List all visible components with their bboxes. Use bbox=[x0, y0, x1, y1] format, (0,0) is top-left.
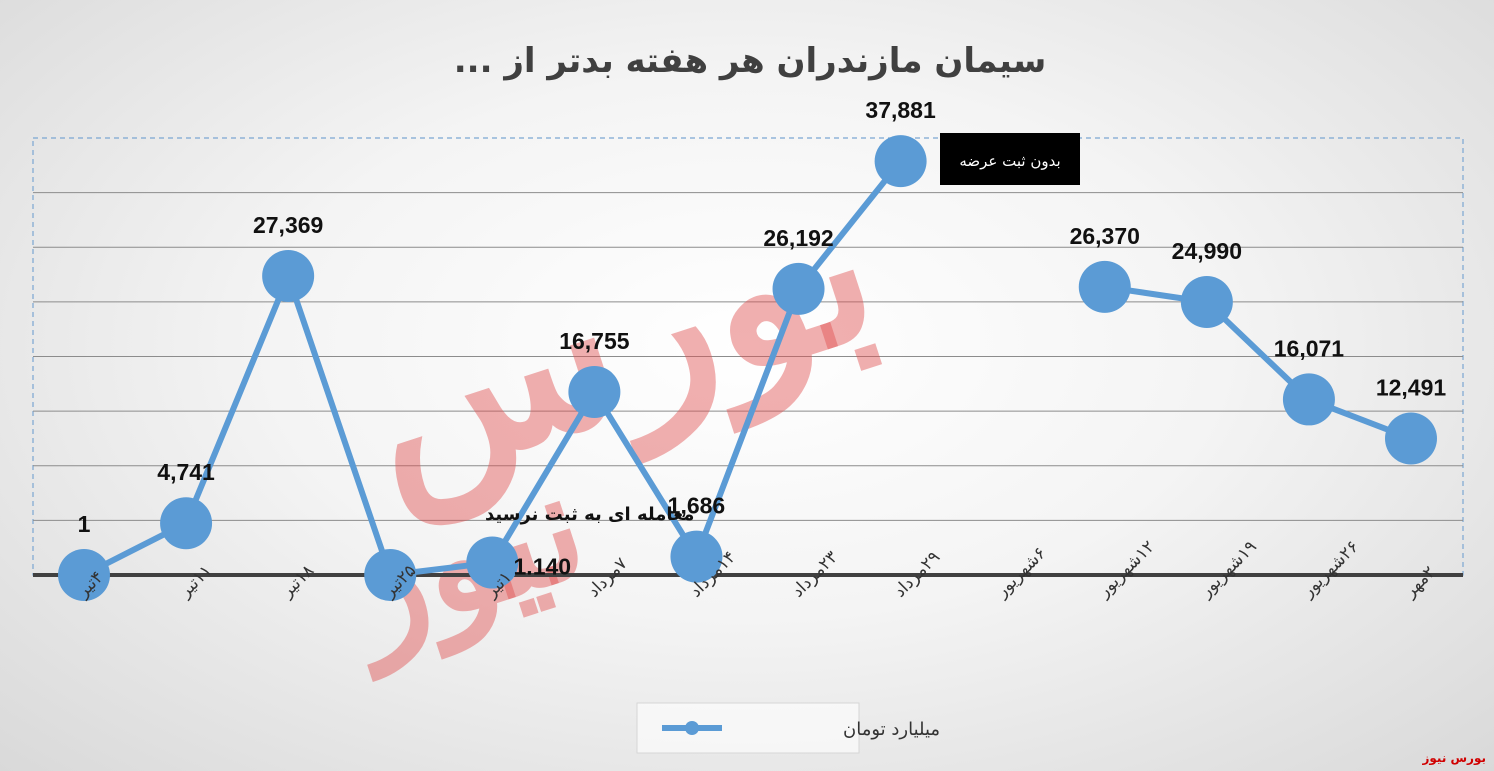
x-tick-label: ۲مهر bbox=[1400, 562, 1440, 602]
data-label: 27,369 bbox=[253, 212, 323, 238]
data-label: 16,755 bbox=[559, 328, 630, 354]
data-label: 16,071 bbox=[1274, 335, 1345, 361]
data-point bbox=[568, 365, 621, 418]
source-credit: بورس نیوز bbox=[1422, 751, 1486, 765]
chart-title: سیمان مازندران هر هفته بدتر از ... bbox=[454, 41, 1047, 81]
x-tick-label: ۱۸تیر bbox=[277, 561, 318, 602]
data-point bbox=[1385, 412, 1437, 465]
data-point bbox=[1180, 275, 1233, 328]
data-label: 37,881 bbox=[865, 97, 936, 123]
data-point bbox=[874, 135, 927, 188]
legend-marker-swatch bbox=[685, 721, 699, 735]
x-tick-label: ۲۶شهریور bbox=[1298, 537, 1363, 602]
annotation-box-text: بدون ثبت عرضه bbox=[959, 152, 1060, 170]
data-point bbox=[160, 497, 213, 550]
legend-label: میلیارد تومان bbox=[843, 719, 940, 740]
data-label: 1,686 bbox=[668, 493, 726, 519]
data-label: 26,370 bbox=[1070, 223, 1140, 249]
data-point bbox=[364, 549, 417, 601]
no-trade-annotation: معامله ای به ثبت نرسید bbox=[485, 504, 694, 525]
data-label: 26,192 bbox=[763, 225, 833, 251]
x-tick-labels: ۴تیر ۱۱تیر ۱۸تیر ۲۵تیر ۱تیر ۷مرداد ۱۴مرداد ۲۳مر… bbox=[73, 537, 1440, 602]
data-label: 1 bbox=[78, 511, 91, 537]
x-tick-label: ۶شهریور bbox=[991, 543, 1050, 602]
series-line bbox=[58, 135, 1437, 601]
data-point bbox=[58, 548, 110, 601]
data-point bbox=[1078, 260, 1131, 313]
data-label: 24,990 bbox=[1172, 238, 1242, 264]
data-point bbox=[1282, 373, 1335, 426]
no-offer-annotation: بدون ثبت عرضه bbox=[940, 133, 1080, 185]
legend: میلیارد تومان bbox=[636, 702, 940, 754]
data-point bbox=[670, 530, 723, 583]
annotation-box bbox=[940, 133, 1080, 185]
data-labels: 1 4,741 27,369 1.140 16,755 1,686 26,192 37,881… bbox=[78, 97, 1447, 579]
data-label: 1.140 bbox=[514, 554, 572, 580]
data-point bbox=[466, 536, 519, 589]
data-point bbox=[772, 262, 825, 315]
data-point bbox=[262, 249, 315, 302]
data-label: 4,741 bbox=[157, 459, 215, 485]
x-tick-label: ۱۱تیر bbox=[175, 561, 216, 602]
x-tick-label: ۱۹شهریور bbox=[1196, 537, 1261, 602]
x-tick-label: ۱۲شهریور bbox=[1093, 537, 1158, 602]
data-label: 12,491 bbox=[1376, 375, 1447, 401]
series-line-segment bbox=[1104, 283, 1413, 442]
